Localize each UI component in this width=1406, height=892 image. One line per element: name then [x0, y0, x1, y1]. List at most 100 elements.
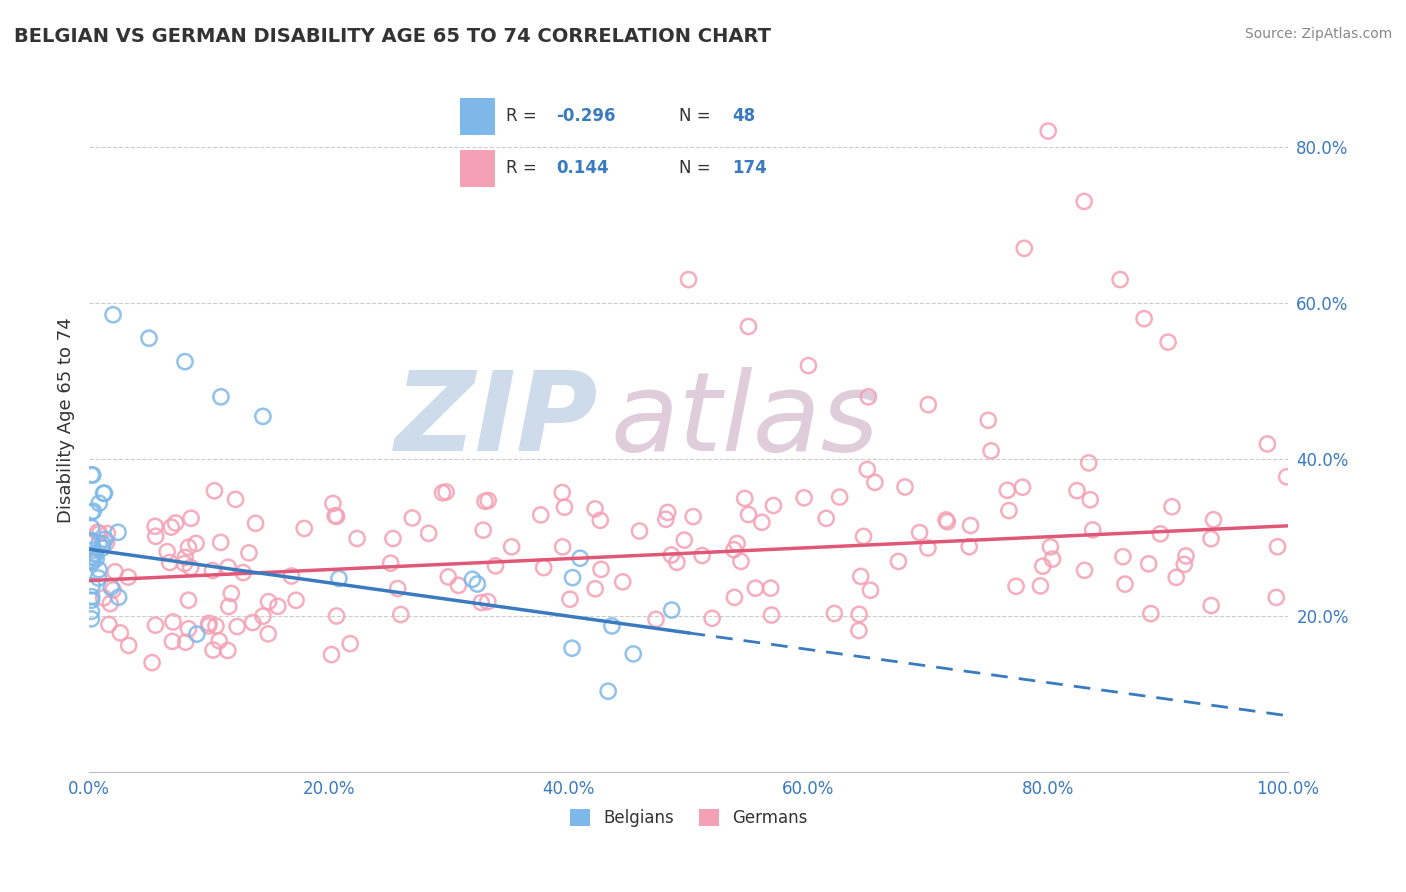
- Point: [177, 622, 200, 636]
- Point: [117, 570, 139, 584]
- Point: [1112, 549, 1135, 564]
- Point: [328, 572, 350, 586]
- Point: [1077, 456, 1099, 470]
- Text: Source: ZipAtlas.com: Source: ZipAtlas.com: [1244, 27, 1392, 41]
- Point: [569, 551, 592, 566]
- Point: [418, 526, 440, 541]
- Point: [474, 494, 496, 508]
- Point: [690, 549, 713, 563]
- Point: [589, 562, 612, 576]
- Point: [477, 493, 499, 508]
- Point: [380, 556, 402, 570]
- Point: [936, 515, 959, 529]
- Point: [221, 586, 243, 600]
- Point: [292, 521, 315, 535]
- Point: [184, 536, 207, 550]
- Point: [472, 523, 495, 537]
- Point: [217, 560, 239, 574]
- Point: [238, 546, 260, 560]
- Point: [101, 308, 124, 322]
- Point: [583, 501, 606, 516]
- Point: [1199, 532, 1222, 546]
- Point: [734, 491, 756, 506]
- Point: [852, 529, 875, 543]
- Point: [80, 520, 103, 534]
- Point: [80, 593, 103, 607]
- Point: [389, 607, 412, 622]
- Point: [80, 533, 103, 548]
- Point: [1039, 540, 1062, 554]
- Point: [86, 525, 108, 540]
- Point: [257, 627, 280, 641]
- Point: [737, 319, 759, 334]
- Point: [162, 634, 184, 648]
- Point: [612, 574, 634, 589]
- Point: [759, 581, 782, 595]
- Point: [91, 541, 114, 555]
- Point: [80, 468, 103, 483]
- Point: [80, 612, 103, 626]
- Point: [977, 413, 1000, 427]
- Point: [174, 635, 197, 649]
- Point: [1173, 558, 1195, 572]
- Point: [141, 656, 163, 670]
- Point: [761, 608, 783, 623]
- Point: [849, 569, 872, 583]
- Point: [82, 543, 104, 558]
- Point: [198, 616, 221, 631]
- Point: [83, 546, 105, 560]
- Point: [180, 560, 202, 574]
- Point: [1256, 437, 1278, 451]
- Point: [723, 542, 745, 557]
- Point: [1114, 577, 1136, 591]
- Point: [180, 511, 202, 525]
- Point: [725, 536, 748, 550]
- Point: [93, 486, 115, 500]
- Point: [80, 553, 103, 567]
- Point: [218, 599, 240, 614]
- Point: [107, 525, 129, 540]
- Point: [1029, 579, 1052, 593]
- Point: [145, 618, 167, 632]
- Point: [470, 596, 492, 610]
- Point: [1038, 124, 1060, 138]
- Text: atlas: atlas: [610, 367, 879, 474]
- Point: [177, 593, 200, 607]
- Point: [1265, 591, 1288, 605]
- Point: [917, 398, 939, 412]
- Point: [995, 483, 1018, 498]
- Point: [998, 503, 1021, 517]
- Point: [252, 609, 274, 624]
- Point: [447, 578, 470, 592]
- Point: [94, 533, 117, 547]
- Point: [245, 516, 267, 531]
- Point: [1066, 483, 1088, 498]
- Point: [1073, 194, 1095, 209]
- Point: [82, 555, 104, 569]
- Point: [87, 571, 110, 585]
- Point: [600, 619, 623, 633]
- Point: [863, 475, 886, 490]
- Point: [1109, 272, 1132, 286]
- Point: [1005, 579, 1028, 593]
- Point: [501, 540, 523, 554]
- Point: [401, 511, 423, 525]
- Point: [285, 593, 308, 607]
- Text: BELGIAN VS GERMAN DISABILITY AGE 65 TO 74 CORRELATION CHART: BELGIAN VS GERMAN DISABILITY AGE 65 TO 7…: [14, 27, 770, 45]
- Point: [700, 611, 723, 625]
- Point: [751, 516, 773, 530]
- Point: [533, 560, 555, 574]
- Point: [887, 554, 910, 568]
- Point: [80, 579, 103, 593]
- Point: [823, 607, 845, 621]
- Point: [242, 615, 264, 630]
- Point: [322, 496, 344, 510]
- Point: [97, 617, 120, 632]
- Point: [1161, 500, 1184, 514]
- Point: [1275, 470, 1298, 484]
- Point: [82, 468, 104, 483]
- Point: [89, 526, 111, 541]
- Point: [477, 594, 499, 608]
- Point: [197, 619, 219, 633]
- Point: [107, 591, 129, 605]
